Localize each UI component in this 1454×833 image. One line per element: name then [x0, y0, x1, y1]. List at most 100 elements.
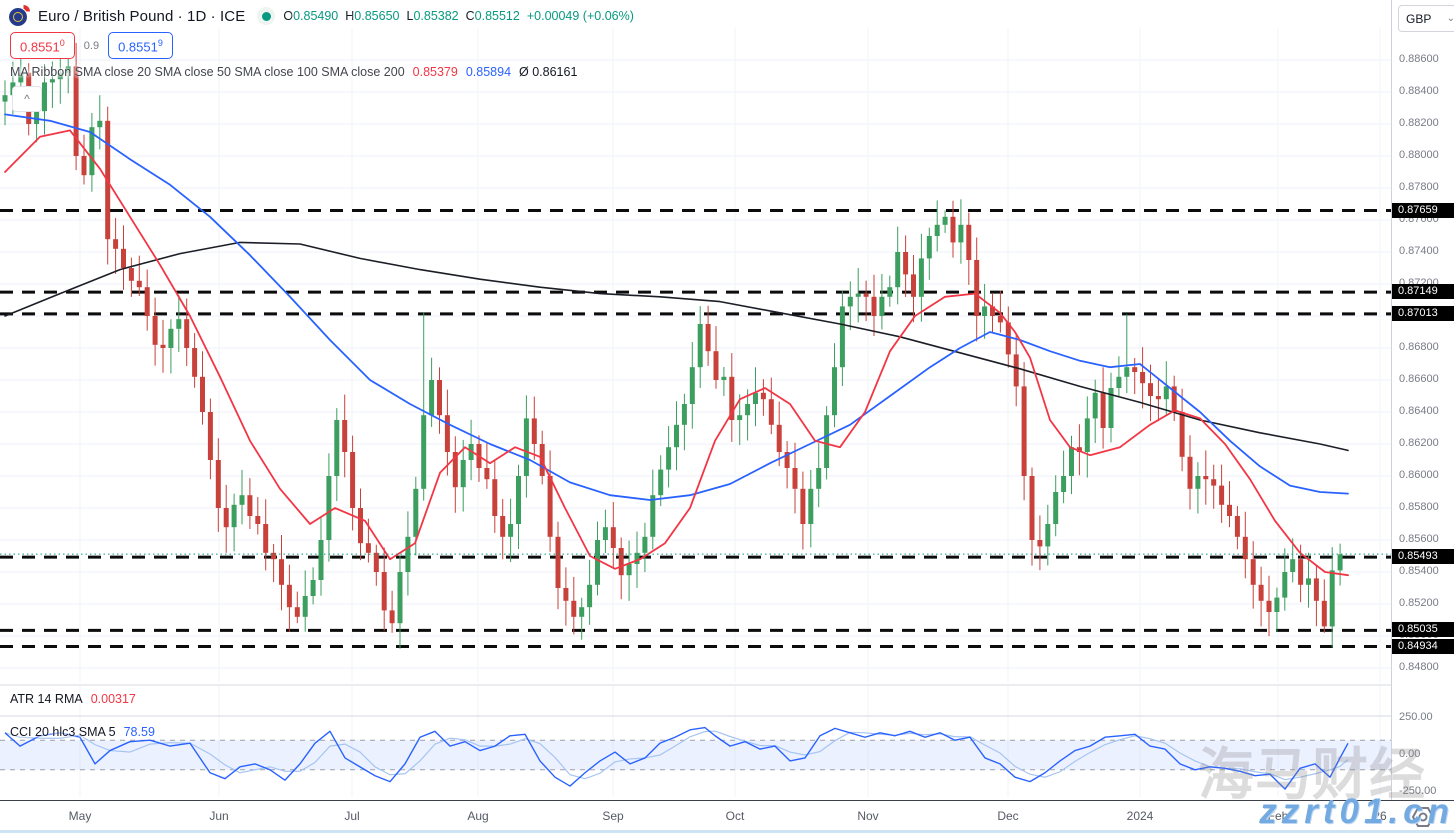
site-watermark: zzrt01.cn — [1259, 792, 1454, 831]
cci-line[interactable] — [4, 726, 1349, 790]
price-tick-label: 0.86800 — [1399, 341, 1439, 353]
cci-value: 78.59 — [123, 725, 155, 739]
candle-body — [452, 452, 458, 488]
candle-body — [279, 559, 284, 585]
candle-body — [610, 527, 616, 548]
candle-body — [326, 476, 332, 540]
ma-ribbon-legend[interactable]: MA Ribbon SMA close 20 SMA close 50 SMA … — [10, 65, 577, 79]
brand-watermark: 海马财经 — [1198, 743, 1426, 806]
candle-body — [358, 508, 363, 544]
candle-body — [365, 543, 371, 553]
candle-body — [792, 468, 798, 489]
price-tick-label: 0.86600 — [1399, 373, 1439, 385]
candle-body — [381, 572, 387, 611]
legend-collapse-button[interactable]: ^ — [12, 86, 42, 112]
sma200-line[interactable] — [4, 241, 1349, 452]
candle-body — [1274, 597, 1280, 612]
candle-body — [255, 516, 261, 524]
low-key: L — [406, 9, 414, 23]
sell-bid-button[interactable]: 0.85510 — [10, 32, 75, 60]
candle-body — [65, 66, 71, 73]
price-tick-label: 0.86400 — [1399, 405, 1439, 417]
candle-body — [405, 536, 411, 572]
sma20-line[interactable] — [4, 129, 1349, 577]
time-tick-label: Aug — [467, 809, 489, 823]
time-axis[interactable]: May Jun Jul Aug Sep Oct Nov Dec 2024 Feb 26 — [0, 800, 1454, 833]
candle-body — [1234, 516, 1240, 537]
candle-body — [768, 399, 774, 425]
candle-body — [1140, 372, 1146, 384]
chevron-up-icon: ^ — [24, 92, 30, 106]
candle-body — [721, 376, 727, 380]
candle-body — [1219, 485, 1225, 505]
candle-body — [397, 572, 403, 624]
candle-body — [997, 316, 1003, 323]
time-tick-label: 2024 — [1126, 809, 1154, 823]
price-tick-label: 0.85800 — [1399, 501, 1439, 513]
candle-body — [342, 420, 348, 452]
bid-price-sup: 0 — [59, 38, 65, 48]
candle-body — [760, 392, 766, 400]
candle-body — [1092, 392, 1098, 419]
candle-body — [626, 564, 632, 576]
candle-body — [1298, 559, 1304, 585]
sma50-line[interactable] — [4, 113, 1349, 501]
candle-body — [1313, 578, 1319, 601]
candle-body — [737, 415, 743, 420]
atr-label: ATR 14 RMA — [10, 692, 83, 706]
candle-body — [974, 260, 980, 316]
candle-body — [958, 224, 964, 243]
candle-body — [697, 324, 703, 368]
candle-body — [832, 367, 837, 416]
atr-legend[interactable]: ATR 14 RMA 0.00317 — [10, 692, 136, 706]
symbol-title[interactable]: Euro / British Pound · 1D · ICE — [38, 7, 246, 25]
candle-body — [855, 293, 861, 297]
close-key: C — [465, 9, 475, 23]
candle-body — [1187, 456, 1193, 489]
open-value: 0.85490 — [293, 9, 339, 23]
currency-selector[interactable]: GBP ⌄ — [1398, 5, 1454, 32]
candle-body — [934, 224, 940, 236]
candle-body — [990, 306, 995, 316]
price-tick-label: 0.87400 — [1399, 245, 1439, 257]
candle-body — [508, 524, 514, 537]
price-axis[interactable]: GBP ⌄ 0.88600 0.88400 0.88200 0.88000 0.8780… — [1392, 0, 1454, 800]
low-value: 0.85382 — [413, 9, 459, 23]
candle-body — [579, 607, 585, 617]
price-tick-label: 0.85400 — [1399, 565, 1439, 577]
candle-body — [1171, 386, 1177, 412]
candle-body — [113, 239, 119, 249]
buy-ask-button[interactable]: 0.85519 — [108, 32, 173, 60]
high-value: 0.85650 — [354, 9, 400, 23]
currency-selector-value: GBP — [1406, 11, 1432, 26]
market-status-dot-wrap[interactable] — [257, 7, 276, 25]
candle-body — [121, 248, 126, 268]
spread-value: 0.9 — [83, 39, 100, 52]
candle-body — [808, 488, 814, 524]
price-tick-label: 0.88600 — [1399, 53, 1439, 65]
candle-body — [666, 447, 672, 470]
cci-legend[interactable]: CCI 20 hlc3 SMA 5 78.59 — [10, 725, 155, 739]
change-value: +0.00049 (+0.06%) — [526, 9, 634, 23]
candle-body — [97, 120, 103, 128]
candle-body — [563, 588, 569, 601]
level-price-label: 0.87659 — [1392, 202, 1454, 218]
price-tick-label: 0.88200 — [1399, 117, 1439, 129]
sma20-value: 0.85379 — [412, 65, 458, 79]
eurgbp-pair-logo-icon — [8, 5, 32, 27]
candle-body — [34, 111, 40, 124]
candle-body — [373, 552, 379, 572]
price-tick-label: 0.86000 — [1399, 469, 1439, 481]
high-key: H — [345, 9, 355, 23]
candle-body — [49, 79, 55, 83]
ask-price-sup: 9 — [157, 38, 163, 48]
candle-body — [618, 548, 624, 576]
candle-body — [516, 476, 521, 524]
candle-body — [492, 479, 498, 516]
candle-body — [223, 508, 229, 528]
settings-icon[interactable] — [1408, 804, 1438, 830]
candle-body — [500, 516, 506, 537]
candle-body — [1108, 388, 1114, 428]
sma50-value: 0.85894 — [465, 65, 512, 79]
